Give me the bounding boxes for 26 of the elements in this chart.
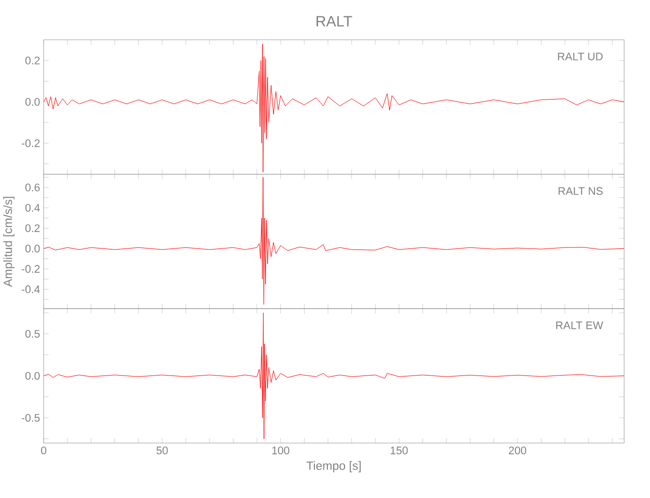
annotation: RALT NS <box>558 187 603 196</box>
y-tick-label: 0.0 <box>25 98 40 106</box>
annotation: RALT EW <box>556 322 604 330</box>
line-series <box>44 44 624 172</box>
x-axis-title: Tiempo [s] <box>306 461 361 472</box>
x-tick-label: 50 <box>156 446 168 454</box>
y-tick-label: 0.0 <box>25 244 40 253</box>
annotation: RALT UD <box>558 52 603 60</box>
x-tick-label: 0 <box>41 446 46 454</box>
y-tick-label: 0.2 <box>25 224 40 232</box>
x-tick-label: 100 <box>272 446 290 454</box>
y-tick-label: 0.2 <box>25 56 40 64</box>
y-tick-label: -0.2 <box>22 139 40 148</box>
chart-title: RALT <box>316 16 352 26</box>
y-tick-label: -0.4 <box>22 286 40 294</box>
line-series <box>44 312 624 440</box>
y-tick-label: 0.6 <box>25 184 40 192</box>
y-tick-label: 0.0 <box>25 372 40 380</box>
y-tick-label: -0.2 <box>22 265 40 273</box>
y-tick-label: 0.4 <box>25 204 40 212</box>
y-axis-title: Amplitud [cm/s/s] <box>3 196 14 287</box>
y-tick-label: -0.5 <box>22 414 40 422</box>
x-tick-label: 200 <box>508 446 526 454</box>
line-series <box>44 177 624 305</box>
x-tick-label: 150 <box>390 446 408 454</box>
y-tick-label: 0.5 <box>25 330 40 338</box>
